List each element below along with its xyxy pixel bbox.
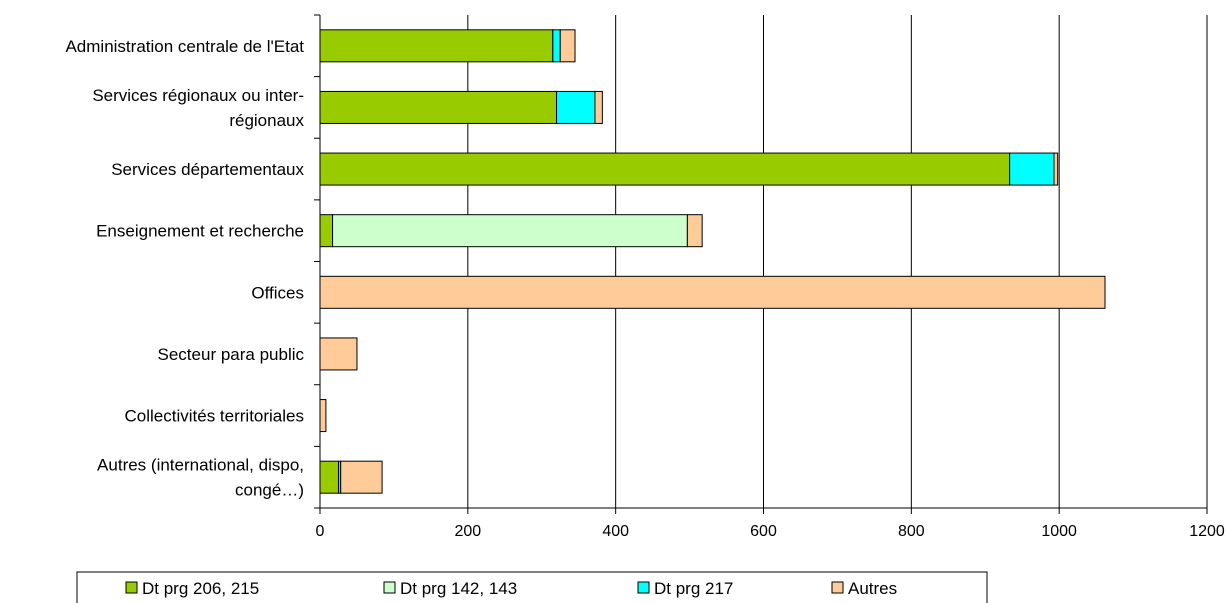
x-tick-labels: 0 200 400 600 800 1000 1200	[316, 523, 1225, 540]
category-label-line: Services régionaux ou inter-	[92, 86, 304, 105]
legend: Dt prg 206, 215 Dt prg 142, 143 Dt prg 217…	[76, 571, 988, 603]
category-label: Enseignement et recherche	[96, 222, 304, 241]
x-tick-label: 1000	[1041, 523, 1077, 540]
legend-swatch	[125, 581, 138, 594]
bar-segment	[319, 90, 558, 124]
bars	[319, 29, 1106, 494]
category-label: Services régionaux ou inter-régionaux	[92, 86, 304, 130]
category-label-line: Autres (international, dispo,	[97, 456, 304, 475]
legend-label: Dt prg 217	[654, 579, 733, 598]
legend-swatch	[637, 581, 650, 594]
bar-segment	[319, 460, 339, 494]
bar-segment	[686, 214, 703, 248]
legend-label: Dt prg 206, 215	[142, 579, 259, 598]
category-label-line: Services départementaux	[111, 160, 304, 179]
legend-label: Dt prg 142, 143	[400, 579, 517, 598]
bar-segment	[319, 399, 327, 433]
category-label-line: Administration centrale de l'Etat	[65, 37, 304, 56]
category-label-line: congé…)	[235, 481, 304, 500]
bar-segment	[1009, 152, 1055, 186]
x-tick-label: 0	[316, 523, 325, 540]
bar-segment	[1053, 152, 1059, 186]
bar-segment	[319, 214, 334, 248]
bar-segment	[594, 90, 603, 124]
legend-swatch	[831, 581, 844, 594]
category-label: Secteur para public	[158, 345, 305, 364]
category-label-line: Enseignement et recherche	[96, 222, 304, 241]
x-tick-label: 400	[602, 523, 629, 540]
category-label-line: Offices	[251, 283, 304, 302]
axes	[314, 14, 1208, 514]
bar-segment	[559, 29, 576, 63]
bar-segment	[340, 460, 383, 494]
category-label: Offices	[251, 283, 304, 302]
bar-segment	[319, 275, 1106, 309]
category-label: Administration centrale de l'Etat	[65, 37, 304, 56]
category-label-line: Collectivités territoriales	[125, 407, 305, 426]
bar-segment	[552, 29, 561, 63]
category-label: Services départementaux	[111, 160, 304, 179]
category-label: Autres (international, dispo, congé…)	[97, 456, 304, 500]
bar-segment	[556, 90, 596, 124]
category-label: Collectivités territoriales	[125, 407, 305, 426]
category-labels: Administration centrale de l'Etat Service…	[65, 37, 304, 500]
legend-swatch	[383, 581, 396, 594]
legend-label: Autres	[848, 579, 897, 598]
bar-segment	[332, 214, 688, 248]
category-label-line: régionaux	[229, 111, 304, 130]
x-tick-label: 1200	[1189, 523, 1225, 540]
x-tick-label: 200	[454, 523, 481, 540]
bar-segment	[319, 152, 1011, 186]
x-tick-label: 600	[750, 523, 777, 540]
bar-segment	[319, 337, 358, 371]
bar-segment	[319, 29, 554, 63]
category-label-line: Secteur para public	[158, 345, 305, 364]
gridlines	[467, 15, 1208, 508]
x-tick-label: 800	[898, 523, 925, 540]
